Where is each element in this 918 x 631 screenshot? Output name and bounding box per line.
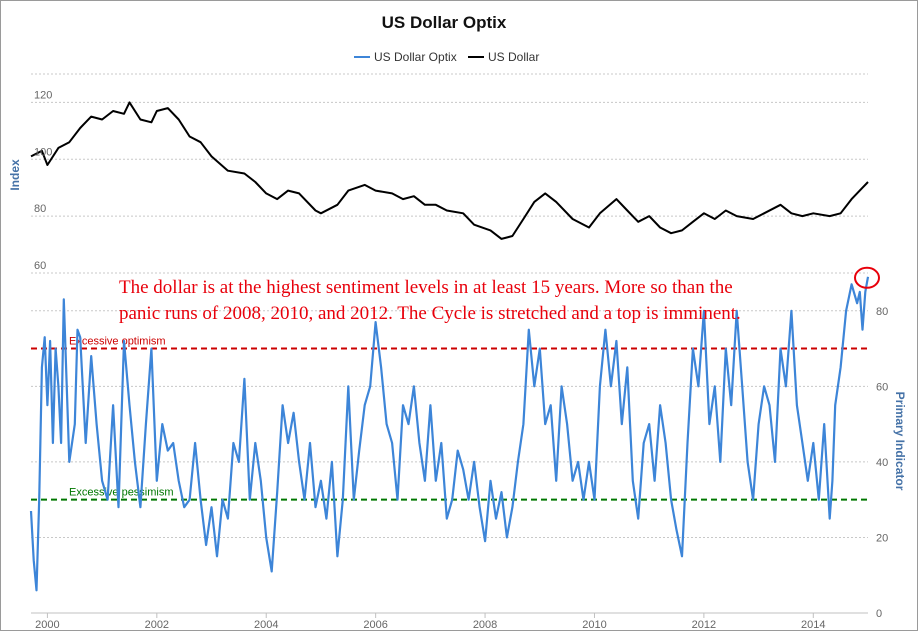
x-axis-ticks: 2000 2002 2004 2006 2008 2010 2012 2014 [35,613,826,630]
x-tick-label-2004: 2004 [254,619,278,630]
annotation-line-2: panic runs of 2008, 2010, and 2012. The … [119,303,741,324]
series-line-us-dollar [30,101,869,240]
x-tick-label-2010: 2010 [582,619,606,630]
right-tick-label-20: 20 [876,532,888,544]
series-line-us-dollar-optix [29,276,870,592]
series-layer [29,101,870,592]
excessive-pessimism-label: Excessive pessimism [69,487,174,499]
right-tick-label-0: 0 [876,608,882,620]
right-tick-label-60: 60 [876,381,888,393]
legend[interactable]: US Dollar Optix US Dollar [354,50,539,64]
right-axis-ticks: 0 20 40 60 80 [876,306,888,620]
left-axis-title: Index [8,159,22,191]
threshold-bands: Excessive optimism Excessive pessimism [31,336,868,501]
legend-item-dollar[interactable]: US Dollar [488,50,539,64]
x-tick-label-2002: 2002 [145,619,169,630]
x-tick-label-2006: 2006 [363,619,387,630]
chart-title: US Dollar Optix [382,13,507,32]
right-tick-label-80: 80 [876,306,888,318]
left-tick-label-120: 120 [34,89,52,101]
right-tick-label-40: 40 [876,457,888,469]
right-axis-title: Primary Indicator [893,392,907,491]
left-tick-label-100: 100 [34,146,52,158]
x-tick-label-2000: 2000 [35,619,59,630]
x-tick-label-2014: 2014 [801,619,825,630]
left-tick-label-80: 80 [34,203,46,215]
x-tick-label-2012: 2012 [692,619,716,630]
excessive-optimism-label: Excessive optimism [69,336,166,348]
legend-item-optix[interactable]: US Dollar Optix [374,50,457,64]
latest-reading-circle [854,266,880,289]
left-tick-label-60: 60 [34,260,46,272]
annotation-line-1: The dollar is at the highest sentiment l… [119,277,733,298]
x-tick-label-2008: 2008 [473,619,497,630]
annotation: The dollar is at the highest sentiment l… [119,277,741,324]
left-axis-ticks: 60 80 100 120 [34,89,52,272]
